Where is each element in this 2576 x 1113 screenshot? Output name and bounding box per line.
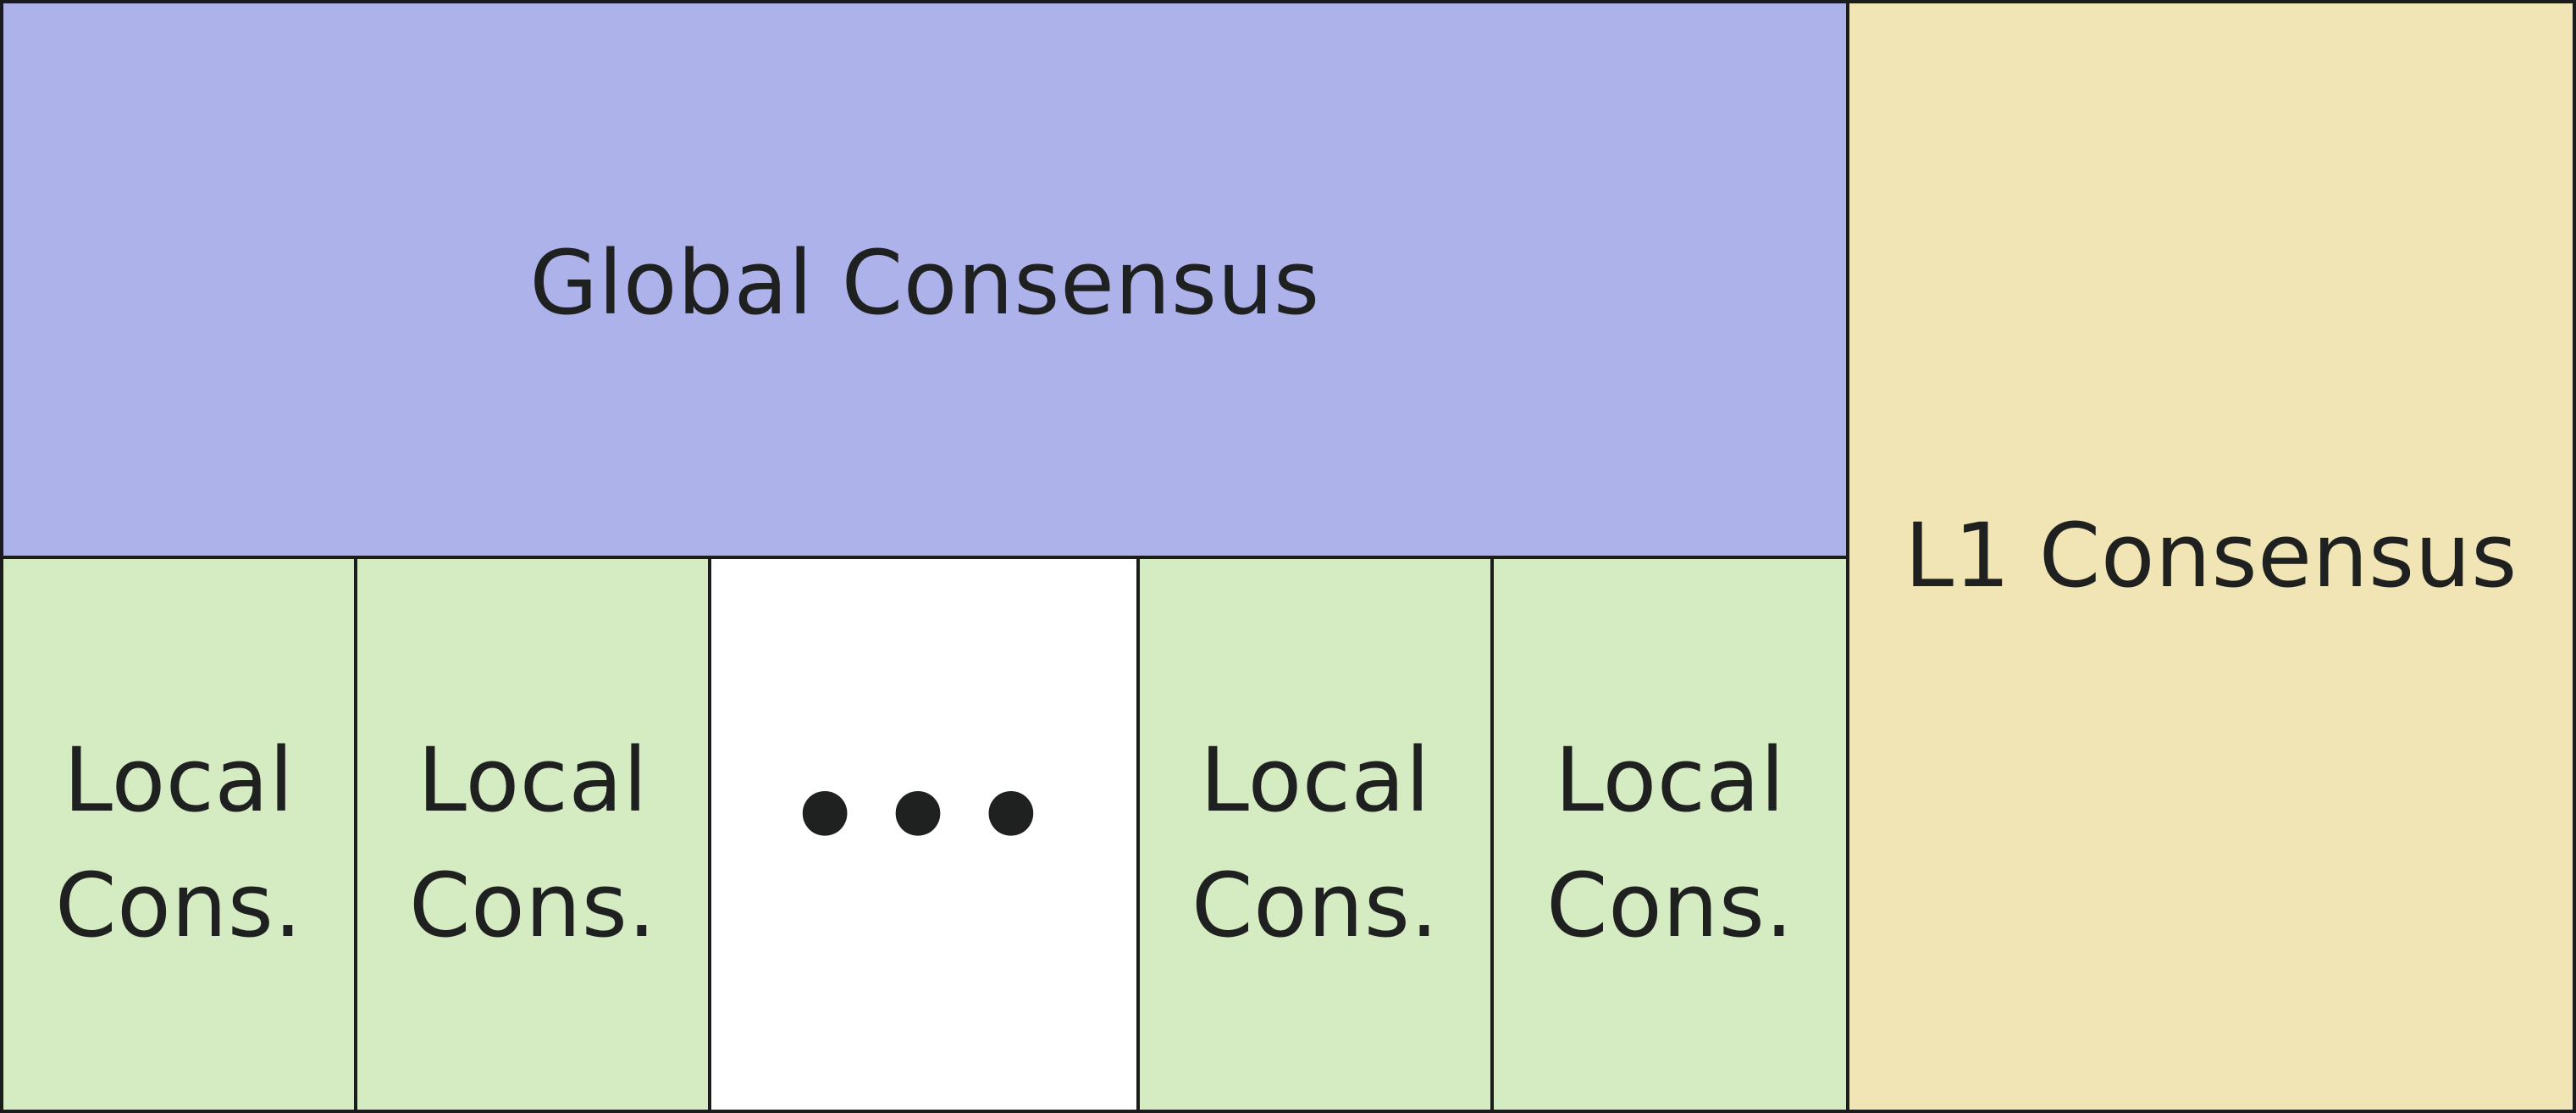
l1-consensus-block: L1 Consensus	[1846, 0, 2576, 1113]
local-consensus-label: Local Cons.	[409, 728, 656, 957]
local-consensus-label: Local Cons.	[55, 728, 302, 957]
ellipsis-block: •••	[708, 556, 1140, 1113]
global-consensus-block: Global Consensus	[0, 0, 1849, 559]
local-consensus-block-2: Local Cons.	[354, 556, 711, 1113]
local-consensus-block-1: Local Cons.	[0, 556, 357, 1113]
local-consensus-label: Local Cons.	[1191, 728, 1439, 957]
local-consensus-label: Local Cons.	[1546, 728, 1794, 957]
local-consensus-block-3: Local Cons.	[1136, 556, 1494, 1113]
global-consensus-label: Global Consensus	[529, 231, 1320, 335]
local-consensus-block-4: Local Cons.	[1490, 556, 1849, 1113]
ellipsis-dots: •••	[784, 744, 1064, 891]
l1-consensus-label: L1 Consensus	[1904, 504, 2518, 608]
